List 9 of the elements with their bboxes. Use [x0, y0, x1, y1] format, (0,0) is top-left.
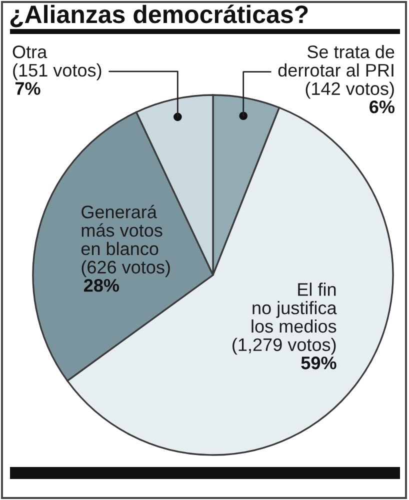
data-label: 59% [301, 356, 336, 370]
data-label: 7% [15, 82, 40, 95]
slice-label: Se trata de derrotar al PRI (142 votos) [278, 45, 394, 99]
data-label: 6% [370, 100, 395, 114]
chart-title: ¿Alianzas democráticas? [10, 4, 308, 28]
slice-label: Otra (151 votos) [12, 45, 102, 80]
slice-label: Generará más votos en blanco (626 votos) [81, 204, 170, 278]
data-label: 28% [84, 279, 120, 292]
slice-label: El fin no justifica los medios (1,279 votos) [232, 282, 337, 355]
